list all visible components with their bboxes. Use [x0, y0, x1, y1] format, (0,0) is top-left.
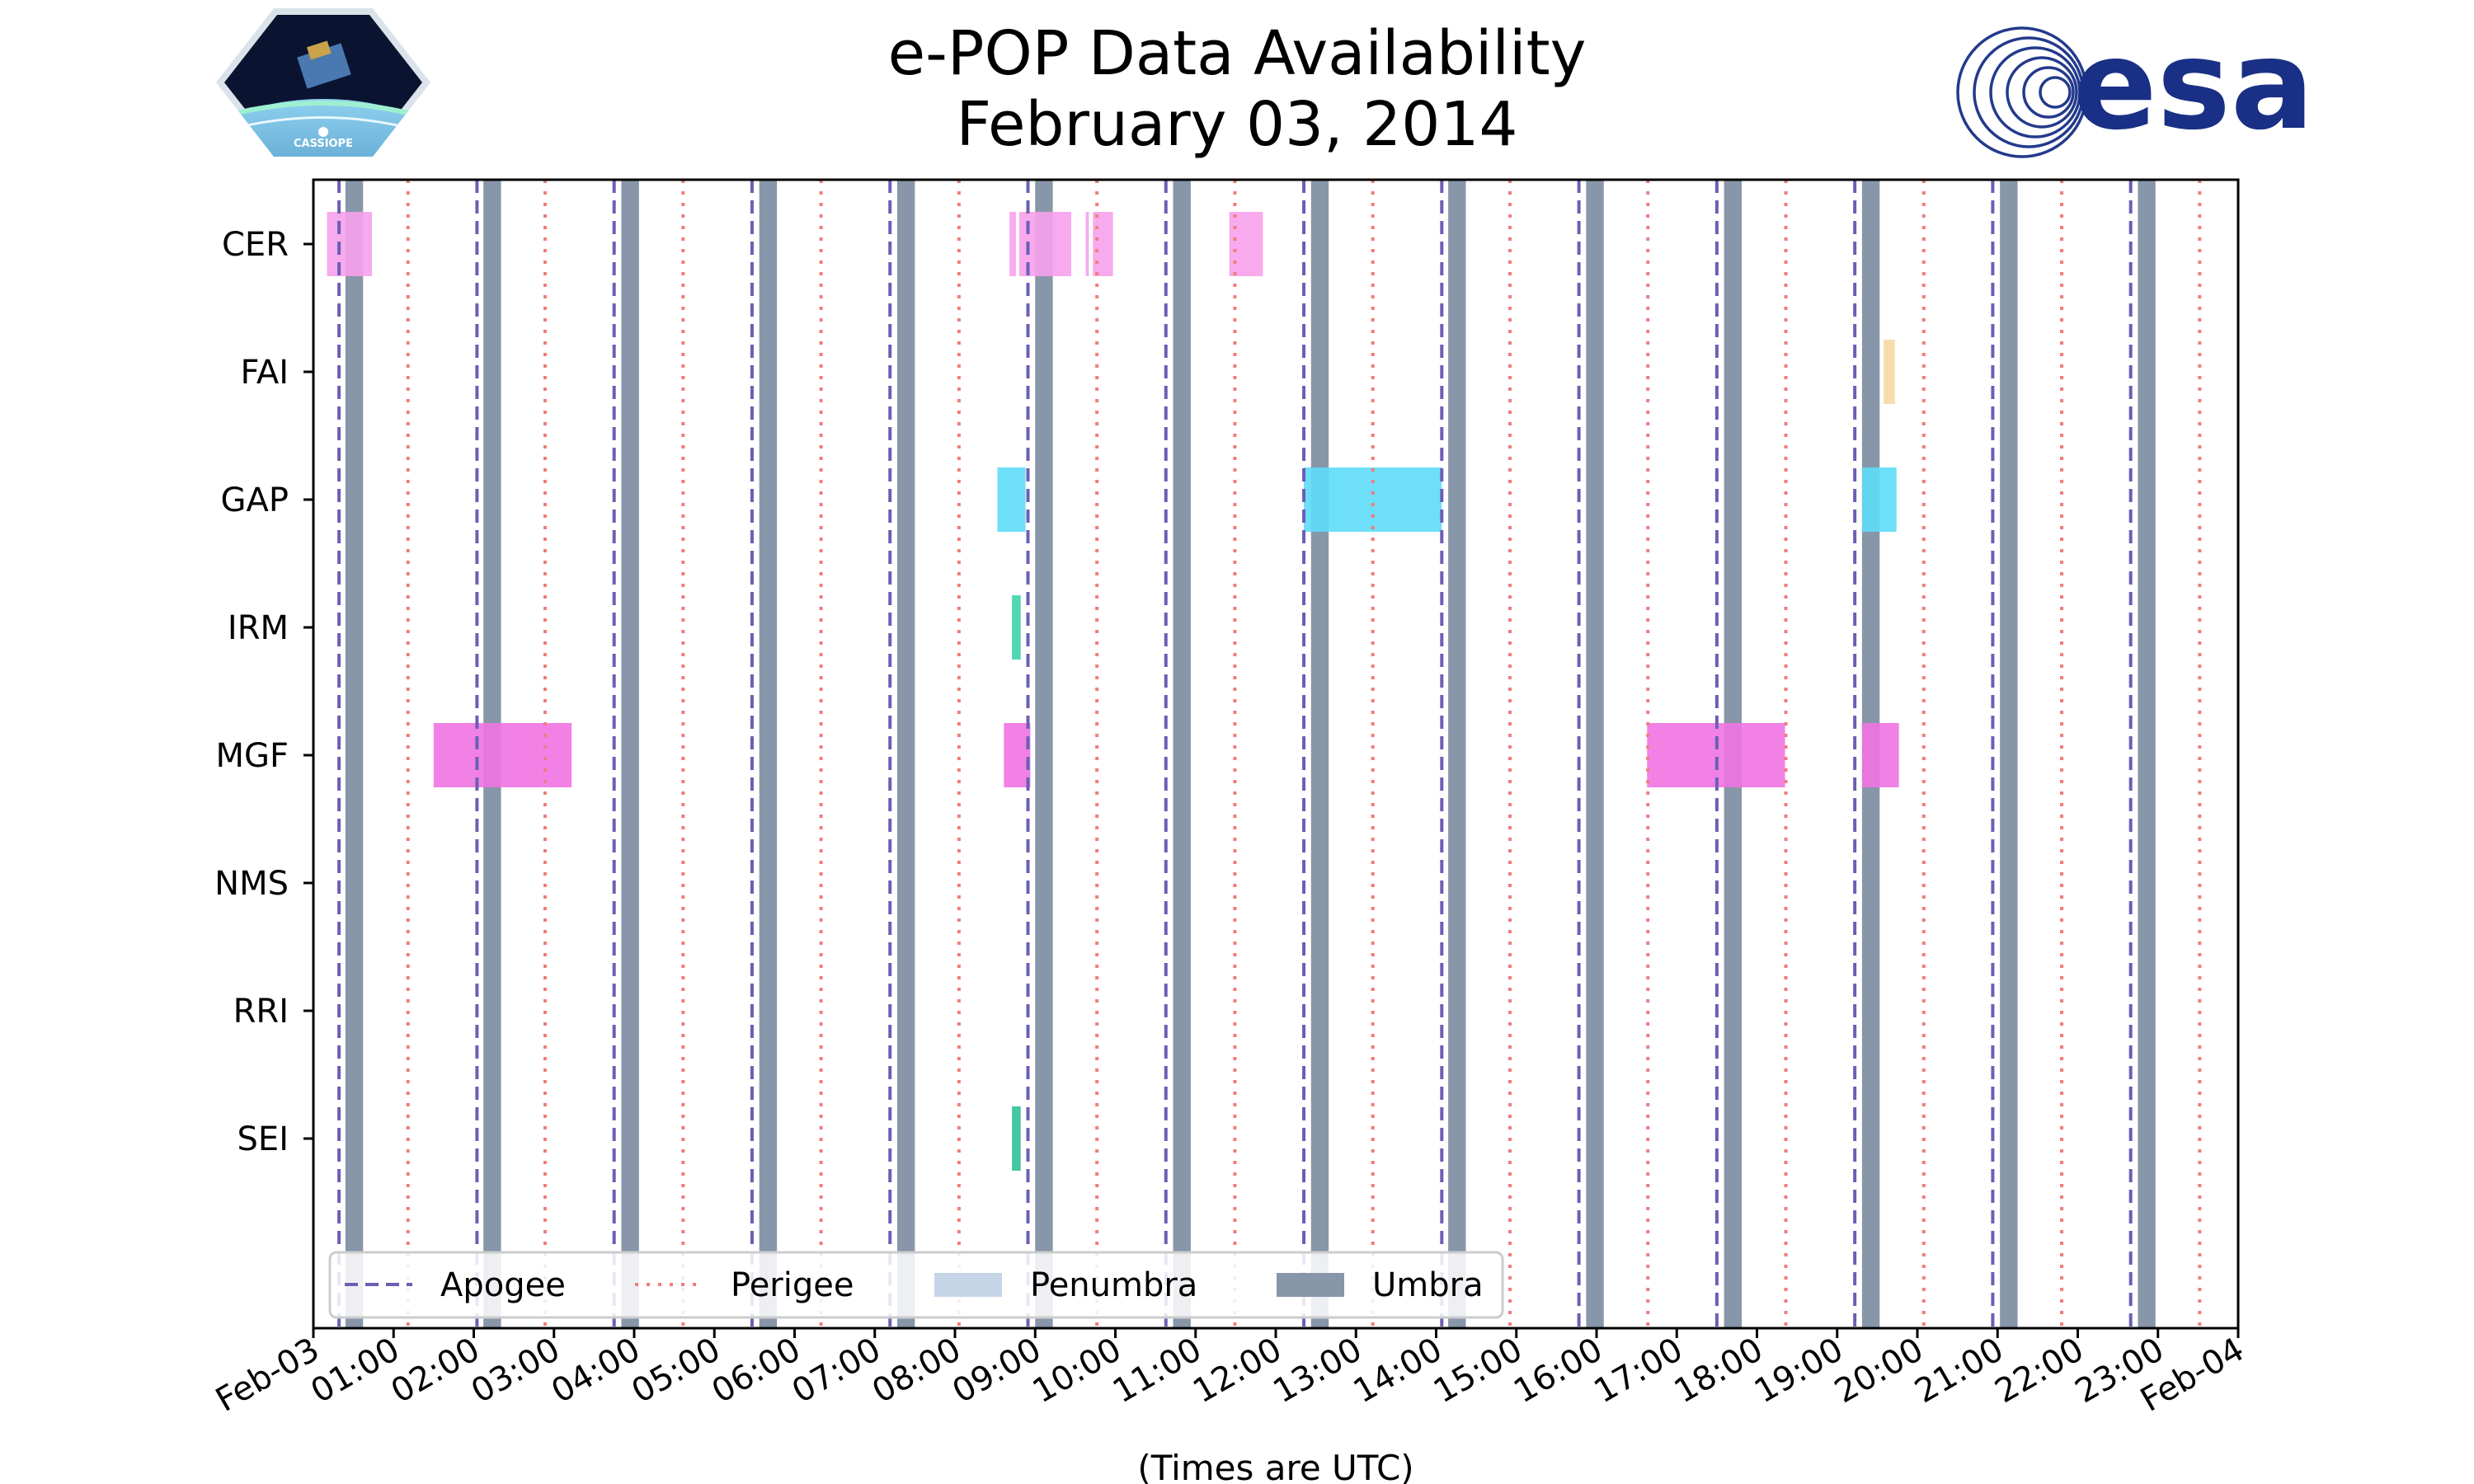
y-tick-label-nms: NMS — [214, 865, 289, 903]
x-tick-label: 04:00 — [545, 1331, 647, 1411]
esa-swirl-icon — [1956, 26, 2088, 158]
fai-availability-bar — [1884, 340, 1895, 404]
mgf-availability-bar — [1004, 723, 1031, 787]
plot-area — [313, 180, 2238, 1328]
y-tick-label-fai: FAI — [241, 354, 289, 392]
x-tick-label: 12:00 — [1187, 1331, 1288, 1411]
cer-availability-bar — [327, 212, 372, 276]
x-tick-label: 03:00 — [465, 1331, 567, 1411]
x-tick-label: 14:00 — [1348, 1331, 1449, 1411]
cer-availability-bar — [1009, 212, 1016, 276]
mgf-availability-bar — [433, 723, 572, 787]
x-tick-label: 02:00 — [385, 1331, 487, 1411]
esa-logo: esa — [1956, 14, 2314, 158]
legend-umbra-swatch — [1277, 1273, 1344, 1297]
legend-umbra-label: Umbra — [1372, 1266, 1484, 1304]
legend-apogee-label: Apogee — [440, 1266, 566, 1304]
x-tick-label: 06:00 — [706, 1331, 807, 1411]
sei-availability-bar — [1012, 1106, 1021, 1171]
x-tick-label: 20:00 — [1828, 1331, 1930, 1411]
y-tick-label-irm: IRM — [228, 609, 289, 647]
cer-availability-bar — [1229, 212, 1263, 276]
umbra-bands — [345, 180, 2156, 1328]
mgf-availability-bar — [1861, 723, 1899, 787]
x-axis-label: (Times are UTC) — [1137, 1448, 1413, 1484]
umbra-band — [2138, 180, 2156, 1328]
x-tick-label: 16:00 — [1507, 1331, 1609, 1411]
y-tick-label-sei: SEI — [238, 1120, 289, 1158]
x-tick-label: 01:00 — [304, 1331, 406, 1411]
cer-availability-bar — [1085, 212, 1089, 276]
availability-bars — [327, 212, 1899, 1171]
irm-availability-bar — [1012, 595, 1021, 660]
x-tick-label: 21:00 — [1908, 1331, 2010, 1411]
mgf-availability-bar — [1647, 723, 1785, 787]
x-tick-label: 11:00 — [1107, 1331, 1208, 1411]
x-axis: Feb-0301:0002:0003:0004:0005:0006:0007:0… — [209, 1328, 2251, 1420]
legend-box — [328, 1251, 1504, 1319]
x-tick-label: 18:00 — [1668, 1331, 1770, 1411]
y-tick-label-gap: GAP — [221, 481, 289, 519]
x-tick-label: 10:00 — [1027, 1331, 1128, 1411]
chart-subtitle: February 03, 2014 — [956, 89, 1518, 160]
x-tick-label: 08:00 — [866, 1331, 967, 1411]
x-tick-label: 05:00 — [625, 1331, 727, 1411]
umbra-band — [1035, 180, 1053, 1328]
x-tick-label: 22:00 — [1989, 1331, 2091, 1411]
y-axis: CER FAI GAP IRM MGF NMS RRI SEI — [214, 226, 313, 1158]
y-tick-label-cer: CER — [222, 226, 289, 264]
y-tick-label-rri: RRI — [233, 993, 289, 1031]
legend-perigee-label: Perigee — [731, 1266, 854, 1304]
umbra-band — [1448, 180, 1466, 1328]
gap-availability-bar — [997, 467, 1026, 532]
legend: Apogee Perigee Penumbra Umbra — [328, 1251, 1504, 1319]
umbra-band — [621, 180, 639, 1328]
umbra-band — [1586, 180, 1604, 1328]
legend-penumbra-swatch — [934, 1273, 1002, 1297]
umbra-band — [1310, 180, 1329, 1328]
x-tick-label: 07:00 — [786, 1331, 887, 1411]
esa-logo-text: esa — [2073, 14, 2314, 157]
x-tick-label: 09:00 — [946, 1331, 1047, 1411]
gap-availability-bar — [1304, 467, 1442, 532]
umbra-band — [1173, 180, 1191, 1328]
x-tick-label: 17:00 — [1587, 1331, 1689, 1411]
x-tick-label: 19:00 — [1748, 1331, 1850, 1411]
umbra-band — [759, 180, 778, 1328]
chart-title: e-POP Data Availability — [887, 18, 1587, 89]
umbra-band — [345, 180, 364, 1328]
cer-availability-bar — [1093, 212, 1113, 276]
x-tick-label: 13:00 — [1267, 1331, 1368, 1411]
umbra-band — [896, 180, 915, 1328]
y-tick-label-mgf: MGF — [215, 737, 289, 775]
umbra-band — [2000, 180, 2018, 1328]
orbit-lines — [337, 180, 2202, 1328]
legend-penumbra-label: Penumbra — [1030, 1266, 1197, 1304]
cassiope-logo-text: CASSIOPE — [294, 138, 353, 150]
gap-availability-bar — [1861, 467, 1897, 532]
x-tick-label: 15:00 — [1427, 1331, 1529, 1411]
